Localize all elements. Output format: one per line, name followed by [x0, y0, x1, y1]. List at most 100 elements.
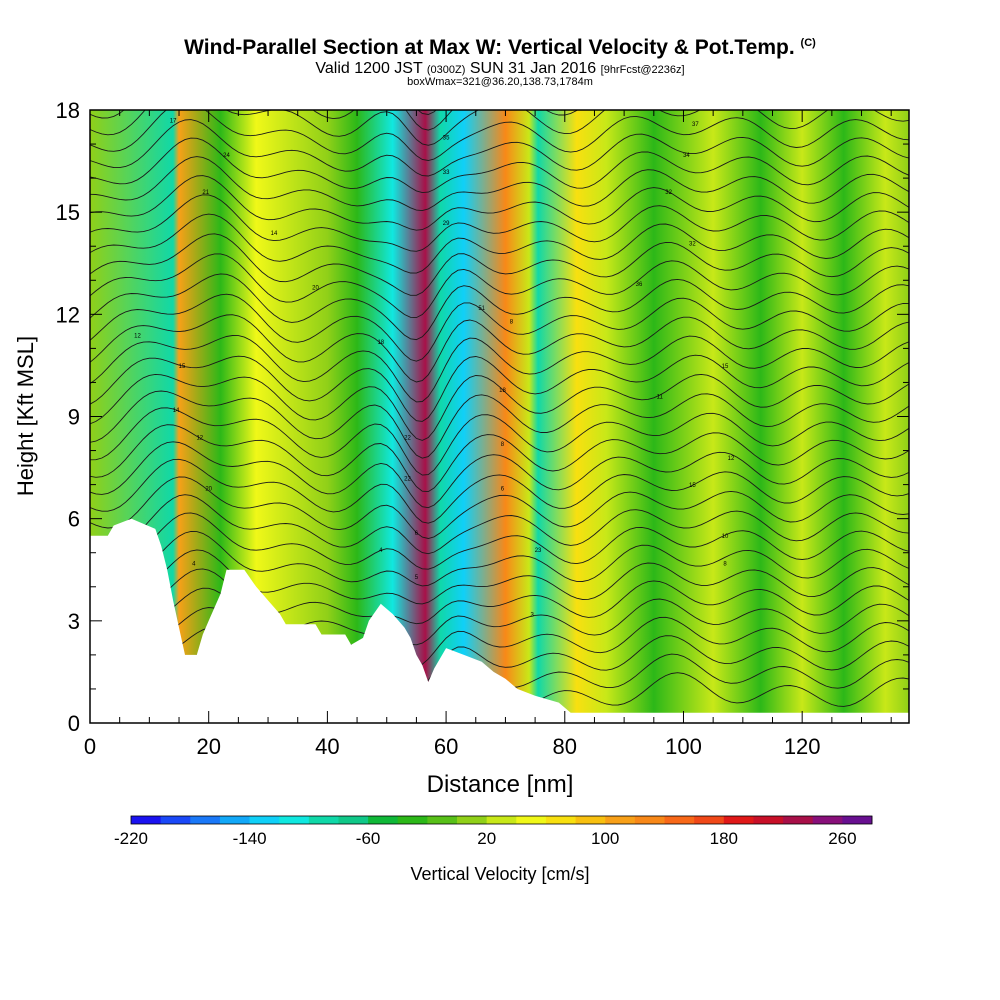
- contour-label: 8: [501, 442, 505, 448]
- valid-time-line: Valid 1200 JST (0300Z) SUN 31 Jan 2016 […: [0, 60, 1000, 78]
- contour-label: 12: [134, 333, 141, 339]
- y-axis-label: Height [Kft MSL]: [13, 336, 38, 496]
- contour-label: 6: [415, 531, 419, 537]
- colorbar-swatch: [457, 816, 488, 824]
- contour-label: 4: [379, 548, 383, 554]
- contour-label: 8: [723, 561, 727, 567]
- theta-contour-line: [90, 137, 909, 194]
- colorbar-swatch: [160, 816, 191, 824]
- contour-label: 14: [173, 408, 180, 414]
- contour-label: 12: [196, 435, 203, 441]
- colorbar-tick-label: -140: [233, 829, 267, 848]
- theta-contour-line: [90, 293, 909, 362]
- colorbar-tick-label: 260: [828, 829, 856, 848]
- x-tick-label: 40: [315, 734, 339, 759]
- contour-label: 21: [202, 190, 209, 196]
- theta-contour-line: [90, 233, 909, 296]
- contour-label: 22: [404, 435, 411, 441]
- y-tick-label: 15: [56, 200, 80, 225]
- theta-contour-line: [90, 549, 909, 605]
- colorbar-swatch: [486, 816, 517, 824]
- colorbar-swatch: [664, 816, 695, 824]
- colorbar-label: Vertical Velocity [cm/s]: [410, 864, 589, 884]
- contour-label: 18: [377, 340, 384, 346]
- colorbar-swatch: [308, 816, 339, 824]
- theta-contour-line: [90, 119, 909, 177]
- theta-contour-line: [90, 424, 909, 493]
- theta-contour-line: [90, 194, 909, 252]
- theta-contour-line: [90, 213, 909, 274]
- x-tick-label: 60: [434, 734, 458, 759]
- colorbar-swatch: [131, 816, 162, 824]
- colorbar-swatch: [723, 816, 754, 824]
- theta-contour-line: [90, 373, 909, 441]
- contour-label: 10: [722, 534, 729, 540]
- contour-label: 12: [728, 456, 735, 462]
- plot-area: 17 24 21 14 20 12 15 14 12 20 4 18 22 22 4 6 5 35 33 29 51 8 1…: [89, 15, 910, 724]
- colorbar-swatch: [190, 816, 221, 824]
- theta-contour-line: [90, 476, 909, 539]
- x-tick-label: 20: [196, 734, 220, 759]
- terrain-mask: [90, 518, 909, 723]
- contour-label: 22: [404, 476, 411, 482]
- colorbar-tick-label: -60: [356, 829, 381, 848]
- contour-label: 51: [478, 306, 485, 312]
- contour-label: 32: [665, 190, 672, 196]
- x-tick-label: 120: [784, 734, 821, 759]
- theta-contour-line: [90, 441, 909, 509]
- y-tick-label: 6: [68, 507, 80, 532]
- colorbar-swatch: [397, 816, 428, 824]
- theta-contour-line: [90, 110, 909, 161]
- theta-contour-line: [90, 335, 909, 403]
- contour-label: 18: [499, 388, 506, 394]
- theta-contour-line: [90, 512, 909, 570]
- colorbar-swatch: [753, 816, 784, 824]
- valid-prefix: Valid 1200 JST: [315, 60, 423, 77]
- colorbar-swatch: [338, 816, 369, 824]
- theta-contour-line: [90, 494, 909, 555]
- colorbar-tick-label: 20: [477, 829, 496, 848]
- colorbar-swatch: [516, 816, 547, 824]
- colorbar-swatch: [249, 816, 280, 824]
- theta-contour-line: [90, 458, 909, 524]
- contour-label: 11: [657, 395, 664, 401]
- contour-label: 15: [722, 364, 729, 370]
- contour-label: 34: [683, 153, 690, 159]
- theta-contour-line: [90, 390, 909, 459]
- colorbar-swatch: [842, 816, 873, 824]
- colorbar-swatch: [545, 816, 576, 824]
- contour-label: 23: [535, 548, 542, 554]
- theta-contour-line: [90, 175, 909, 231]
- contour-label: 33: [443, 170, 450, 176]
- colorbar-swatch: [694, 816, 725, 824]
- x-tick-label: 0: [84, 734, 96, 759]
- colorbar-swatch: [427, 816, 458, 824]
- colorbar-swatch: [575, 816, 606, 824]
- contour-label: 37: [692, 122, 699, 128]
- contour-label: 6: [501, 487, 505, 493]
- colorbar-tick-label: 100: [591, 829, 619, 848]
- chart-title: Wind-Parallel Section at Max W: Vertical…: [0, 36, 1000, 60]
- colorbar-swatch: [219, 816, 250, 824]
- colorbar-frame: [130, 815, 873, 825]
- contour-label: 17: [170, 119, 177, 125]
- theta-contour-line: [90, 15, 909, 82]
- contour-label: 14: [271, 231, 278, 237]
- contour-label: 20: [312, 286, 319, 292]
- theta-contour-line: [90, 354, 909, 422]
- colorbar-swatch: [279, 816, 310, 824]
- theta-contour-line: [90, 314, 909, 383]
- contour-label: 29: [443, 221, 450, 227]
- colorbar-swatch: [605, 816, 636, 824]
- contour-label: 8: [510, 320, 514, 326]
- y-tick-label: 0: [68, 711, 80, 736]
- colorbar-swatch: [634, 816, 665, 824]
- colorbar-tick-label: -220: [114, 829, 148, 848]
- title-text: Wind-Parallel Section at Max W: Vertical…: [184, 36, 795, 59]
- contour-label: 24: [223, 153, 230, 159]
- forecast-info: [9hrFcst@2236z]: [600, 64, 685, 76]
- contour-labels: 17 24 21 14 20 12 15 14 12 20 4 18 22 22 4 6 5 35 33 29 51 8 1…: [134, 119, 735, 619]
- contour-label: 5: [415, 575, 419, 581]
- contour-label: 3: [530, 613, 534, 619]
